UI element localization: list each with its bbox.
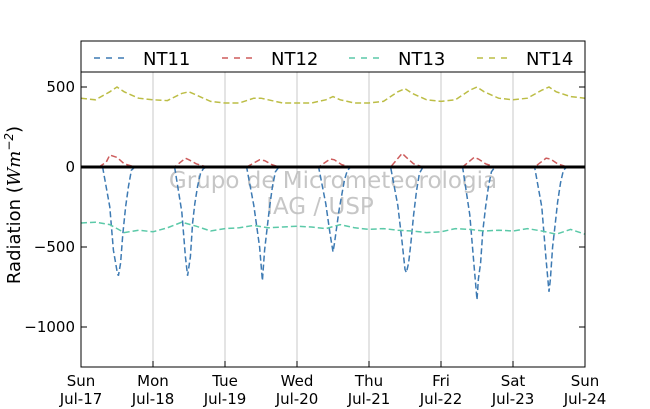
legend-box (80, 40, 586, 73)
legend-label-nt12: NT12 (271, 49, 318, 70)
x-tick-date-label: Jul-21 (347, 390, 391, 408)
x-tick-day-label: Sun (67, 372, 96, 390)
series-line-nt14 (80, 86, 586, 104)
series-lines (80, 86, 586, 300)
x-tick-date-label: Jul-19 (203, 390, 247, 408)
x-tick-day-label: Sat (501, 372, 526, 390)
x-tick-day-label: Sun (571, 372, 600, 390)
axes: 5000−500−1000SunJul-17MonJul-18TueJul-19… (24, 70, 607, 408)
grid-lines (152, 71, 514, 367)
y-tick-label: −1000 (24, 318, 75, 336)
x-tick-date-label: Jul-17 (59, 390, 103, 408)
legend: NT11 NT12 NT13 NT14 (80, 40, 586, 73)
x-tick-day-label: Tue (211, 372, 238, 390)
y-tick-label: −500 (34, 238, 75, 256)
x-tick-day-label: Fri (432, 372, 450, 390)
y-axis-label-text: Radiation (Wm−2) (2, 126, 25, 284)
x-tick-date-label: Jul-24 (563, 390, 607, 408)
y-tick-label: 0 (65, 158, 75, 176)
y-axis-label: Radiation (Wm−2) (2, 126, 25, 284)
x-tick-day-label: Wed (281, 372, 314, 390)
y-tick-label: 500 (46, 78, 75, 96)
series-line-nt12 (98, 152, 568, 168)
legend-label-nt14: NT14 (526, 49, 573, 70)
watermark-line-1: Grupo de Micrometeorologia (169, 168, 497, 194)
watermark: Grupo de Micrometeorologia IAG / USP (169, 168, 497, 220)
legend-label-nt13: NT13 (398, 49, 445, 70)
x-tick-date-label: Jul-23 (491, 390, 535, 408)
x-tick-day-label: Mon (137, 372, 169, 390)
x-tick-date-label: Jul-20 (275, 390, 319, 408)
x-tick-date-label: Jul-22 (419, 390, 463, 408)
series-line-nt13 (80, 221, 586, 235)
x-tick-date-label: Jul-18 (131, 390, 175, 408)
legend-label-nt11: NT11 (143, 49, 190, 70)
x-tick-day-label: Thu (354, 372, 383, 390)
watermark-line-2: IAG / USP (266, 194, 374, 220)
series-line-nt11 (101, 166, 568, 300)
